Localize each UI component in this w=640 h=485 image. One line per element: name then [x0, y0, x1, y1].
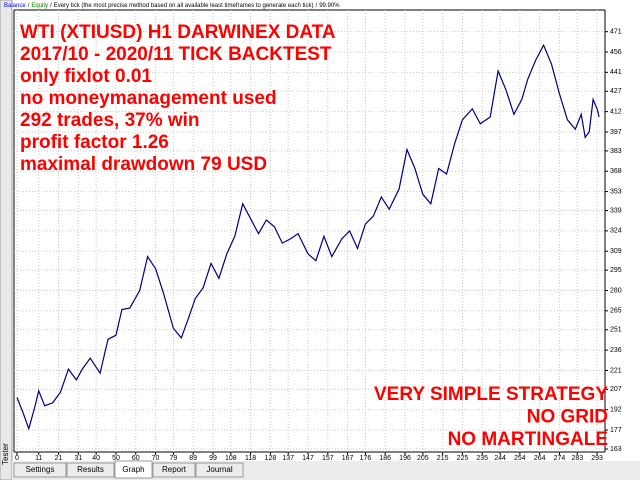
- tab-label[interactable]: Graph: [122, 465, 144, 474]
- x-tick-label: 157: [322, 455, 334, 462]
- tab-label[interactable]: Report: [162, 465, 187, 474]
- tab[interactable]: [195, 462, 244, 478]
- x-tick-label: 40: [92, 455, 100, 462]
- x-tick-label: 264: [534, 455, 546, 462]
- x-tick-label: 11: [35, 455, 42, 462]
- x-tick-label: 293: [591, 455, 603, 462]
- y-tick-label: 324: [610, 228, 622, 235]
- y-tick-label: 236: [610, 347, 622, 354]
- y-tick-label: 265: [610, 308, 622, 315]
- y-tick-label: 412: [610, 108, 622, 115]
- x-tick-label: 225: [457, 455, 469, 462]
- y-tick-label: 221: [610, 367, 622, 374]
- y-tick-label: 309: [610, 248, 622, 255]
- y-tick-label: 192: [610, 407, 622, 414]
- x-tick-label: 79: [169, 455, 177, 462]
- tab[interactable]: [152, 462, 196, 478]
- x-tick-label: 235: [476, 455, 488, 462]
- legend-text: 99.90%: [319, 3, 340, 9]
- x-tick-label: 99: [209, 455, 217, 462]
- annotation: NO GRID: [527, 407, 608, 428]
- y-tick-label: 339: [610, 207, 622, 214]
- x-tick-label: 128: [265, 455, 277, 462]
- y-tick-label: 295: [610, 267, 622, 274]
- x-tick-label: 244: [494, 455, 506, 462]
- x-tick-label: 215: [437, 455, 449, 462]
- y-tick-label: 207: [610, 386, 622, 393]
- y-tick-label: 353: [610, 188, 622, 195]
- legend-equity: Equity: [31, 3, 48, 9]
- y-tick-label: 368: [610, 168, 622, 175]
- annotation: 292 trades, 37% win: [20, 110, 200, 131]
- x-tick-label: 186: [379, 455, 391, 462]
- x-tick-label: 147: [302, 455, 314, 462]
- x-tick-label: 89: [189, 455, 197, 462]
- x-tick-label: 274: [554, 455, 566, 462]
- annotation: WTI (XTIUSD) H1 DARWINEX DATA: [20, 22, 336, 43]
- y-tick-label: 456: [610, 49, 622, 56]
- legend-balance: Balance: [4, 3, 26, 9]
- tab[interactable]: [66, 462, 115, 478]
- tab-label[interactable]: Journal: [206, 465, 232, 474]
- x-tick-label: 108: [225, 455, 237, 462]
- side-strip: [0, 0, 13, 481]
- y-tick-label: 163: [610, 446, 622, 453]
- legend: Balance / Equity / Every tick (the most prec…: [4, 3, 340, 9]
- x-tick-label: 254: [514, 455, 526, 462]
- x-tick-label: 118: [245, 455, 256, 462]
- tab-label[interactable]: Settings: [26, 465, 55, 474]
- annotation: 2017/10 - 2020/11 TICK BACKTEST: [20, 44, 332, 65]
- annotation: no moneymanagement used: [20, 88, 277, 109]
- x-tick-label: 176: [360, 455, 372, 462]
- x-tick-label: 0: [15, 455, 19, 462]
- side-label: Tester: [1, 443, 10, 465]
- legend-separator: /: [50, 3, 52, 9]
- y-tick-label: 397: [610, 129, 622, 136]
- x-tick-label: 31: [74, 455, 82, 462]
- x-tick-label: 60: [132, 455, 140, 462]
- tab[interactable]: [114, 460, 153, 479]
- legend-separator: /: [316, 3, 318, 9]
- legend-text: Every tick (the most precise method base…: [54, 3, 314, 9]
- x-tick-label: 70: [152, 455, 160, 462]
- x-tick-label: 50: [112, 455, 120, 462]
- x-tick-label: 21: [55, 455, 63, 462]
- annotation: maximal drawdown 79 USD: [20, 154, 267, 175]
- x-tick-label: 205: [417, 455, 429, 462]
- y-tick-label: 177: [610, 427, 622, 434]
- annotation: profit factor 1.26: [20, 132, 169, 153]
- annotation: NO MARTINGALE: [448, 429, 608, 450]
- y-tick-label: 383: [610, 148, 622, 155]
- x-tick-label: 196: [399, 455, 411, 462]
- x-tick-label: 283: [571, 455, 583, 462]
- y-tick-label: 441: [610, 69, 622, 76]
- annotation: only fixlot 0.01: [20, 66, 152, 87]
- x-tick-label: 137: [282, 455, 294, 462]
- y-tick-label: 251: [610, 327, 622, 334]
- annotation: VERY SIMPLE STRATEGY: [374, 384, 608, 405]
- y-tick-label: 471: [610, 29, 622, 36]
- tab[interactable]: [13, 462, 67, 478]
- balance-line: [16, 43, 600, 431]
- y-tick-label: 280: [610, 287, 622, 294]
- tab-label[interactable]: Results: [77, 465, 104, 474]
- x-tick-label: 167: [342, 455, 354, 462]
- y-tick-label: 427: [610, 88, 622, 95]
- legend-separator: /: [28, 3, 30, 9]
